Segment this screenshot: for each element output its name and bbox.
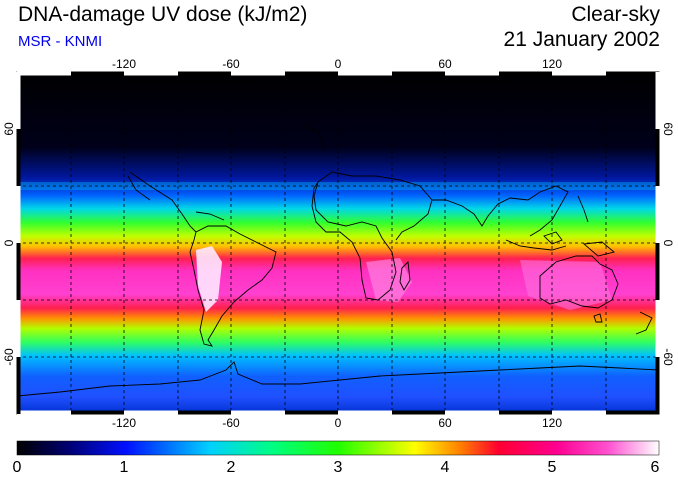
colorbar-tick: 0 <box>12 459 22 476</box>
lat-label-left: 60 <box>2 122 16 136</box>
source-label: MSR - KNMI <box>18 33 103 50</box>
south-america-coast <box>189 225 277 347</box>
new-guinea-coast <box>582 241 615 257</box>
lat-label-right: 60 <box>661 122 675 136</box>
philippines-coast <box>577 195 589 223</box>
lon-label-top: -60 <box>222 57 240 71</box>
borneo-coast <box>543 231 563 245</box>
colorbar-tick: 2 <box>226 459 236 476</box>
lat-label-left: -60 <box>2 348 16 366</box>
lon-label-top: 0 <box>334 57 342 71</box>
asia-coast <box>432 185 569 237</box>
australia-high-dose <box>520 260 612 310</box>
lat-label-left: 0 <box>2 239 16 247</box>
map-title: DNA-damage UV dose (kJ/m2) <box>18 3 308 26</box>
lon-label-bottom: 120 <box>541 416 563 430</box>
date-label: 21 January 2002 <box>503 28 660 51</box>
lon-label-bottom: 60 <box>438 416 452 430</box>
colorbar <box>16 440 660 456</box>
madagascar-coast <box>399 261 411 291</box>
greenland-coast <box>299 123 327 151</box>
central-america-coast <box>129 171 197 233</box>
colorbar-tick: 5 <box>547 459 557 476</box>
colorbar-tick: 1 <box>119 459 129 476</box>
graticule <box>17 72 659 414</box>
antarctica-coast <box>17 361 659 397</box>
sky-mode-label: Clear-sky <box>571 3 660 26</box>
africa-coast <box>311 181 397 301</box>
mexico-coast <box>127 175 151 201</box>
caribbean-coast <box>195 211 225 221</box>
lon-label-top: 120 <box>541 57 563 71</box>
lon-label-top: 60 <box>438 57 452 71</box>
lat-label-right: -60 <box>661 348 675 366</box>
australia-coast <box>539 255 619 309</box>
lat-label-right: 0 <box>661 239 675 247</box>
lon-label-bottom: -60 <box>222 416 240 430</box>
andes-high-dose <box>196 246 222 312</box>
colorbar-tick: 4 <box>440 459 450 476</box>
colorbar-tick: 3 <box>333 459 343 476</box>
lon-label-top: -120 <box>111 57 137 71</box>
indonesia-coast <box>505 239 567 251</box>
tasmania-coast <box>593 313 603 323</box>
southern-africa-high-dose <box>366 258 412 302</box>
new-zealand-coast <box>635 311 653 335</box>
map-frame <box>16 71 660 415</box>
lon-label-bottom: 0 <box>334 416 342 430</box>
lon-label-bottom: -120 <box>111 416 137 430</box>
colorbar-tick: 6 <box>650 459 660 476</box>
